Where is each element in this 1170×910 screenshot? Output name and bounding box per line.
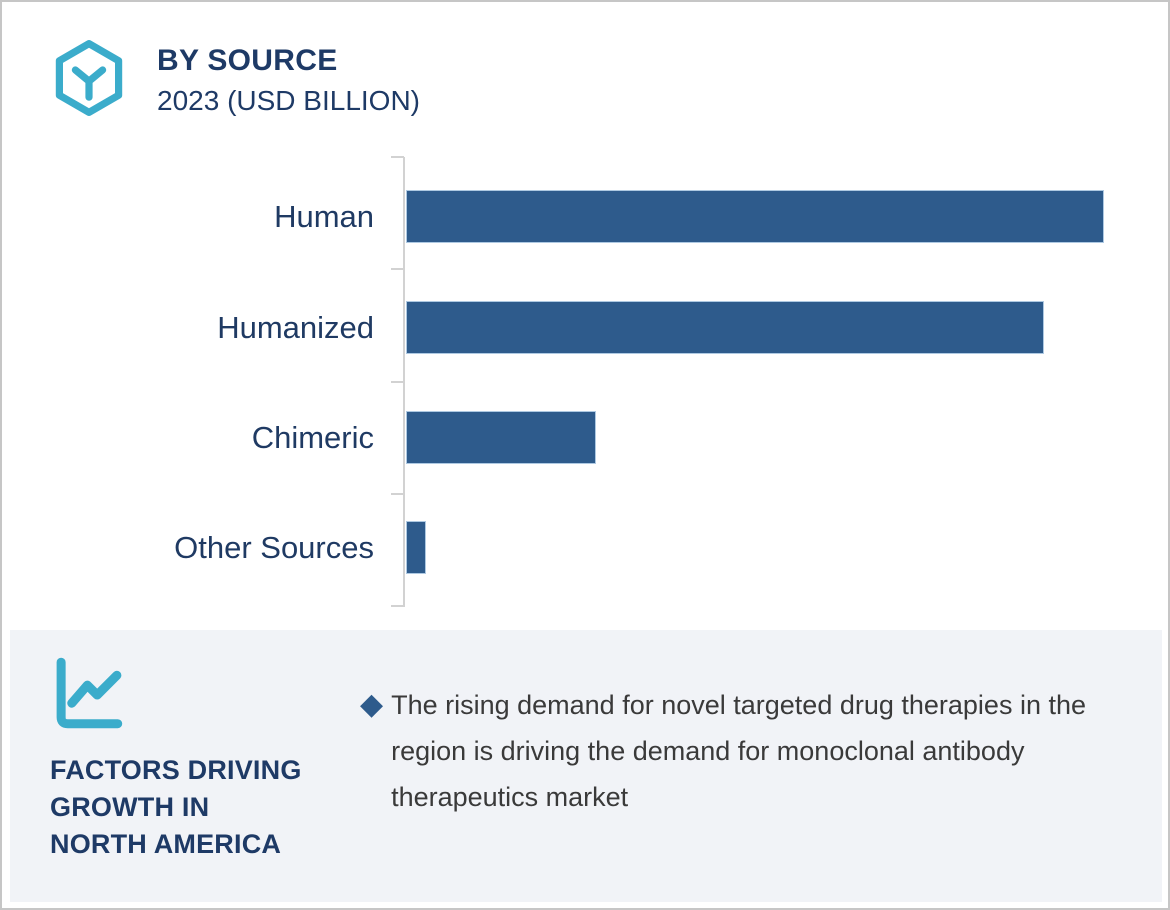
y-axis-line — [403, 157, 405, 607]
category-label-humanized: Humanized — [217, 310, 374, 345]
panel-heading-line: GROWTH IN — [50, 792, 210, 822]
axis-tick — [391, 493, 404, 495]
chart-header: BY SOURCE 2023 (USD BILLION) — [157, 44, 420, 117]
panel-heading: FACTORS DRIVING GROWTH IN NORTH AMERICA — [50, 752, 302, 863]
axis-tick — [391, 268, 404, 270]
bar-human — [406, 190, 1105, 243]
page-subtitle: 2023 (USD BILLION) — [157, 85, 420, 116]
category-label-human: Human — [274, 199, 374, 234]
line-chart-icon — [56, 657, 123, 729]
factor-bullet-text: The rising demand for novel targeted dru… — [391, 690, 1086, 812]
page-title: BY SOURCE — [157, 44, 338, 77]
category-label-other-sources: Other Sources — [174, 530, 374, 565]
panel-heading-line: NORTH AMERICA — [50, 829, 282, 859]
axis-tick — [391, 156, 404, 158]
bar-humanized — [406, 301, 1045, 354]
panel-heading-line: FACTORS DRIVING — [50, 755, 302, 785]
bar-other-sources — [406, 521, 426, 574]
diamond-bullet-icon: ◆ — [360, 688, 384, 721]
axis-tick — [391, 605, 404, 607]
factors-panel: FACTORS DRIVING GROWTH IN NORTH AMERICA … — [10, 630, 1162, 902]
factor-bullet-item: ◆ The rising demand for novel targeted d… — [360, 682, 1108, 820]
plot-area — [406, 157, 1164, 607]
category-label-chimeric: Chimeric — [251, 420, 374, 455]
bar-chart: Human Humanized Chimeric Other Sources — [2, 2, 1168, 632]
axis-tick — [391, 381, 404, 383]
bar-chimeric — [406, 411, 596, 464]
hexagon-molecule-icon — [55, 40, 123, 116]
